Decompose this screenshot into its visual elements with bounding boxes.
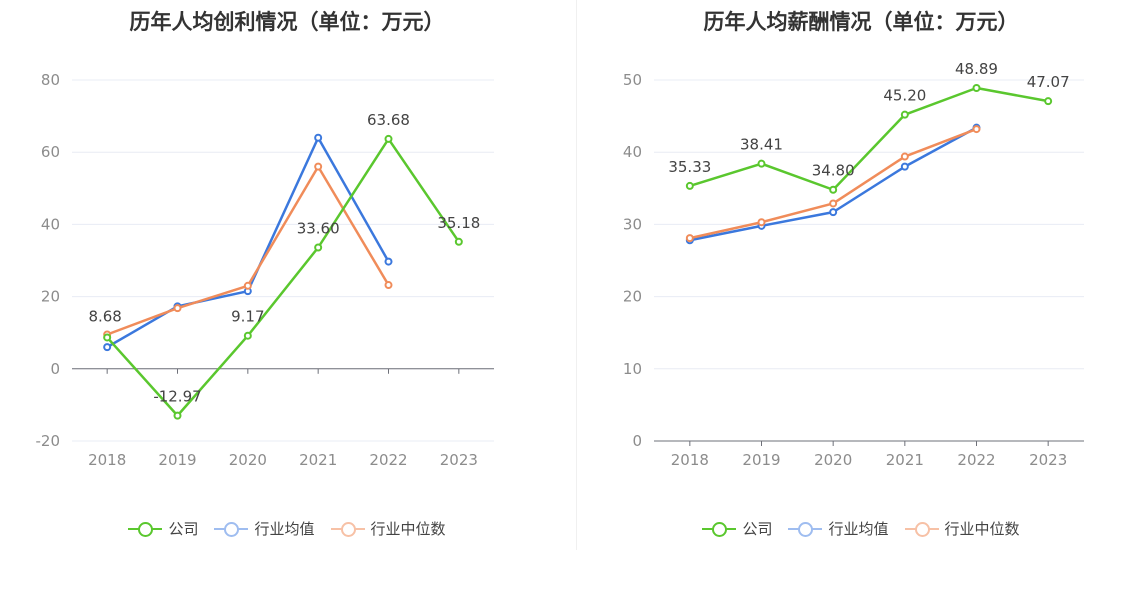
data-point[interactable]: [103, 333, 112, 342]
data-point[interactable]: [384, 134, 393, 143]
legend-line-circle-icon: [904, 521, 939, 537]
data-point[interactable]: [900, 152, 909, 161]
y-tick-label: 0: [50, 360, 60, 378]
profit-chart-svg: -20 0 20 40 60 80 2018 2019 2020 2021 2022 2023 8.68…: [36, 71, 494, 469]
data-point[interactable]: [829, 185, 838, 194]
y-tick-label: 0: [632, 432, 642, 450]
x-tick-label: 2018: [88, 451, 126, 469]
data-point[interactable]: [314, 162, 323, 171]
data-point[interactable]: [972, 125, 981, 134]
legend-line-circle-icon: [330, 521, 365, 537]
data-label: 35.33: [668, 158, 711, 176]
data-label: 35.18: [437, 214, 480, 232]
x-tick-label: 2020: [229, 451, 267, 469]
legend-label: 行业均值: [828, 520, 889, 538]
data-point[interactable]: [173, 304, 182, 313]
data-point[interactable]: [1044, 97, 1053, 106]
series-line-0: [106, 137, 460, 417]
data-point[interactable]: [757, 159, 766, 168]
data-point[interactable]: [314, 133, 323, 142]
data-label: 63.68: [367, 111, 410, 129]
legend-item-company[interactable]: 公司: [128, 518, 198, 539]
data-point[interactable]: [314, 243, 323, 252]
legend-line-circle-icon: [128, 521, 163, 537]
data-point[interactable]: [972, 84, 981, 93]
data-point[interactable]: [173, 411, 182, 420]
data-label: 34.80: [812, 162, 855, 180]
chart-title: 历年人均薪酬情况（单位：万元）: [703, 10, 1019, 34]
legend-item-industry-avg[interactable]: 行业均值: [214, 518, 315, 539]
y-tick-label: 20: [623, 288, 642, 306]
data-point[interactable]: [103, 343, 112, 352]
x-tick-label: 2019: [158, 451, 196, 469]
data-point[interactable]: [685, 181, 694, 190]
y-tick-label: -20: [36, 432, 61, 450]
y-tick-label: 20: [41, 288, 60, 306]
data-point[interactable]: [757, 218, 766, 227]
series-line-2: [689, 127, 977, 240]
series-line-0: [689, 86, 1049, 191]
chart-legend: 公司 行业均值 行业中位数: [0, 518, 574, 539]
legend-line-circle-icon: [702, 521, 737, 537]
y-tick-label: 30: [623, 215, 642, 233]
legend-item-industry-median[interactable]: 行业中位数: [904, 518, 1020, 539]
data-point[interactable]: [900, 110, 909, 119]
data-label: 45.20: [883, 87, 926, 105]
chart-legend: 公司 行业均值 行业中位数: [574, 518, 1148, 539]
x-tick-label: 2018: [671, 451, 709, 469]
salary-per-capita-chart: 历年人均薪酬情况（单位：万元） 0 10 20 30 40 50 2018 2019 2020 2…: [574, 0, 1148, 589]
salary-chart-svg: 0 10 20 30 40 50 2018 2019 2020 2021 2022 2023 35.33…: [623, 60, 1084, 469]
data-point[interactable]: [454, 237, 463, 246]
x-tick-label: 2022: [957, 451, 995, 469]
data-label: 33.60: [297, 220, 340, 238]
y-tick-label: 40: [623, 143, 642, 161]
x-tick-label: 2020: [814, 451, 852, 469]
data-point[interactable]: [685, 234, 694, 243]
y-tick-label: 60: [41, 143, 60, 161]
data-label: 8.68: [88, 307, 121, 325]
x-tick-label: 2023: [440, 451, 478, 469]
data-point[interactable]: [829, 208, 838, 217]
x-tick-label: 2022: [369, 451, 407, 469]
data-label: 47.07: [1027, 73, 1070, 91]
legend-label: 公司: [168, 520, 199, 538]
x-tick-label: 2019: [742, 451, 780, 469]
legend-item-industry-median[interactable]: 行业中位数: [330, 518, 446, 539]
legend-item-company[interactable]: 公司: [702, 518, 772, 539]
panel-divider: [576, 0, 577, 550]
legend-item-industry-avg[interactable]: 行业均值: [788, 518, 889, 539]
data-point[interactable]: [243, 281, 252, 290]
y-tick-label: 40: [41, 215, 60, 233]
data-point[interactable]: [384, 257, 393, 266]
legend-line-circle-icon: [214, 521, 249, 537]
y-tick-label: 50: [623, 71, 642, 89]
x-tick-label: 2021: [299, 451, 337, 469]
legend-label: 行业中位数: [944, 520, 1020, 538]
y-tick-label: 80: [41, 71, 60, 89]
x-tick-label: 2021: [886, 451, 924, 469]
legend-label: 行业均值: [254, 520, 315, 538]
data-point[interactable]: [829, 199, 838, 208]
data-point[interactable]: [384, 281, 393, 290]
data-point[interactable]: [243, 331, 252, 340]
profit-per-capita-chart: 历年人均创利情况（单位：万元） -20 0 20 40 60 80 2018 2019 2020…: [0, 10, 574, 539]
x-tick-label: 2023: [1029, 451, 1067, 469]
data-label: 38.41: [740, 136, 783, 154]
data-label: -12.97: [153, 388, 201, 406]
chart-title: 历年人均创利情况（单位：万元）: [129, 10, 445, 34]
legend-label: 行业中位数: [370, 520, 446, 538]
legend-line-circle-icon: [788, 521, 823, 537]
data-label: 48.89: [955, 60, 998, 78]
data-label: 9.17: [231, 308, 264, 326]
legend-label: 公司: [742, 520, 773, 538]
y-tick-label: 10: [623, 360, 642, 378]
data-point[interactable]: [900, 162, 909, 171]
